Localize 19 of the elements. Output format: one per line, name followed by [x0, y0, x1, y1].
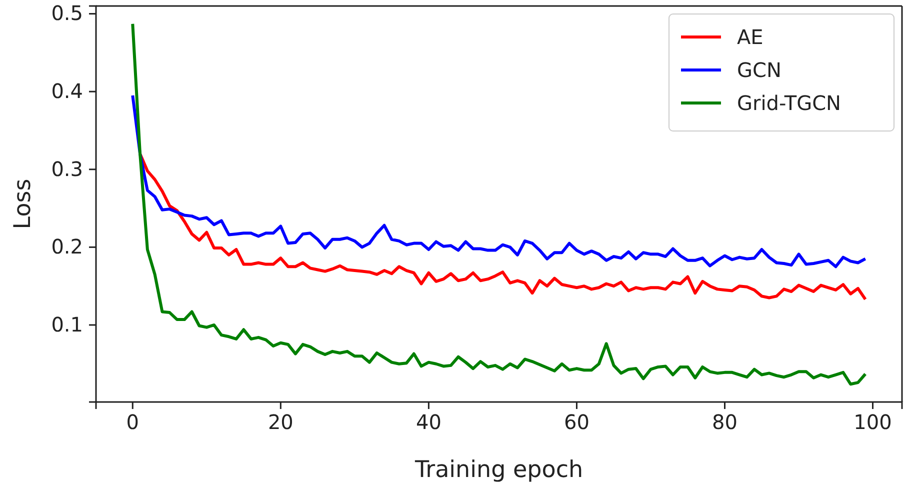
- line-series: [131, 94, 867, 268]
- y-tick-label: 0.1: [51, 312, 83, 336]
- y-tick-label: 0.4: [51, 78, 83, 103]
- y-tick-label: 0.2: [51, 234, 83, 259]
- y-tick-label: 0.5: [51, 1, 83, 26]
- x-axis-title: Training epoch: [414, 457, 584, 483]
- line-series: [131, 22, 867, 386]
- x-tick-label: 100: [854, 410, 892, 434]
- x-tick-label: 60: [564, 410, 590, 434]
- y-axis-title: Loss: [10, 178, 36, 230]
- x-tick-label: 80: [712, 410, 738, 434]
- legend-label: AE: [737, 25, 764, 49]
- x-tick-label: 20: [268, 410, 294, 434]
- legend-label: Grid-TGCN: [737, 91, 841, 115]
- x-tick-label: 40: [416, 410, 442, 434]
- y-tick-label: 0.3: [51, 156, 83, 181]
- x-tick-label: 0: [126, 410, 140, 434]
- line-series: [138, 152, 867, 301]
- legend-label: GCN: [737, 58, 782, 82]
